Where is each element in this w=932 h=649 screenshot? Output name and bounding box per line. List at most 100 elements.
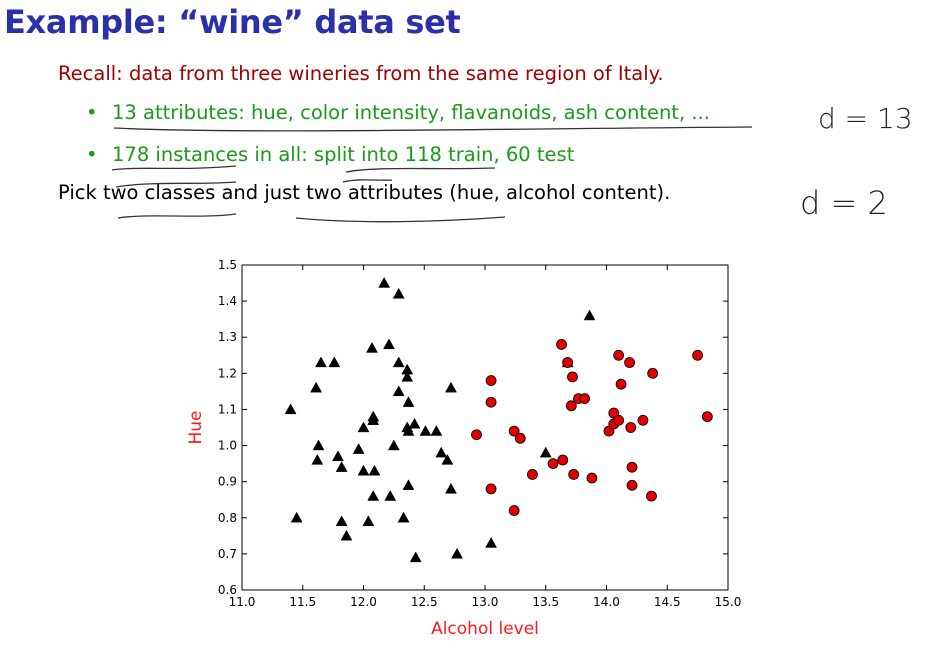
data-point-circle — [514, 432, 526, 444]
bullet-instances-text: 178 instances in all: split into 118 tra… — [112, 143, 575, 166]
data-point-triangle — [367, 490, 380, 501]
data-point-circle — [562, 357, 574, 368]
plot-frame — [241, 264, 729, 591]
data-point-circle — [471, 429, 482, 441]
data-point-triangle — [311, 453, 324, 465]
recall-text: Recall: data from three wineries from th… — [58, 62, 664, 85]
y-tick-label: 1.4 — [218, 294, 237, 308]
data-point-circle — [647, 367, 659, 379]
data-point-triangle — [408, 417, 421, 429]
data-point-triangle — [401, 370, 414, 382]
data-point-circle — [556, 339, 567, 350]
data-point-triangle — [387, 439, 400, 451]
data-point-triangle — [402, 479, 415, 490]
bullet-attributes-text: 13 attributes: hue, color intensity, fla… — [112, 101, 710, 124]
data-point-circle — [557, 454, 569, 466]
x-tick-label: 11.0 — [229, 595, 256, 609]
data-point-circle — [615, 378, 627, 390]
data-point-triangle — [430, 425, 443, 436]
data-point-circle — [547, 458, 559, 470]
x-tick-label: 13.5 — [532, 595, 559, 609]
data-point-triangle — [392, 385, 405, 397]
data-point-triangle — [362, 515, 375, 527]
x-tick-label: 15.0 — [715, 595, 742, 609]
data-point-circle — [613, 414, 625, 426]
data-point-triangle — [392, 356, 405, 368]
data-point-triangle — [352, 443, 365, 454]
data-point-triangle — [485, 537, 497, 548]
data-point-circle — [624, 357, 635, 368]
data-point-circle — [579, 393, 591, 405]
data-point-triangle — [284, 403, 297, 415]
data-point-triangle — [378, 277, 391, 288]
data-point-triangle — [328, 356, 341, 368]
data-point-triangle — [441, 453, 454, 465]
data-point-triangle — [357, 464, 370, 476]
y-tick-label: 1.2 — [218, 366, 237, 380]
data-point-triangle — [435, 446, 448, 458]
data-point-triangle — [312, 439, 325, 451]
data-point-triangle — [332, 450, 344, 462]
data-point-triangle — [392, 287, 405, 299]
data-point-circle — [626, 461, 638, 473]
data-point-triangle — [340, 529, 353, 541]
data-point-triangle — [357, 421, 370, 433]
handwritten-d2: d = 2 — [800, 184, 888, 222]
y-tick-label: 1.3 — [218, 330, 237, 344]
bullet-attributes: • 13 attributes: hue, color intensity, fl… — [86, 101, 710, 124]
bullet-instances: • 178 instances in all: split into 118 tr… — [86, 143, 574, 166]
data-point-circle — [485, 483, 497, 495]
x-tick-label: 13.0 — [472, 595, 499, 609]
data-point-circle — [625, 422, 637, 433]
x-tick-label: 14.5 — [654, 595, 681, 609]
data-point-circle — [565, 400, 577, 412]
y-tick-label: 0.7 — [218, 547, 237, 561]
data-point-circle — [692, 349, 704, 361]
data-point-circle — [485, 375, 497, 386]
data-point-triangle — [335, 515, 348, 527]
data-point-triangle — [445, 482, 457, 494]
data-point-circle — [508, 505, 520, 516]
data-point-circle — [637, 414, 649, 426]
data-point-circle — [508, 425, 520, 437]
x-tick-label: 11.5 — [289, 595, 316, 609]
handwritten-d13: d = 13 — [818, 102, 913, 135]
data-point-triangle — [368, 464, 381, 476]
bullet-dot: • — [86, 101, 98, 124]
x-tick-label: 12.5 — [411, 595, 438, 609]
data-point-triangle — [383, 338, 395, 350]
y-tick-label: 0.9 — [218, 475, 237, 489]
data-point-triangle — [384, 490, 397, 501]
data-point-circle — [646, 490, 657, 502]
data-point-circle — [586, 472, 598, 484]
data-point-circle — [568, 469, 580, 480]
data-point-triangle — [402, 396, 415, 407]
data-point-triangle — [583, 309, 596, 321]
data-point-triangle — [445, 381, 457, 393]
data-point-circle — [485, 396, 497, 408]
data-point-triangle — [402, 425, 415, 436]
data-point-triangle — [366, 342, 378, 353]
data-point-circle — [567, 371, 578, 383]
y-axis-label: Hue — [186, 410, 206, 444]
data-point-triangle — [397, 511, 410, 523]
x-axis-label: Alcohol level — [431, 619, 539, 639]
data-point-triangle — [335, 461, 348, 472]
y-tick-label: 1.5 — [218, 258, 237, 272]
data-point-triangle — [315, 356, 327, 368]
data-point-triangle — [310, 381, 323, 393]
data-point-triangle — [419, 425, 432, 436]
data-point-triangle — [367, 414, 380, 425]
data-point-triangle — [409, 551, 422, 563]
bullet-dot: • — [86, 143, 98, 166]
data-point-triangle — [290, 511, 303, 523]
y-tick-label: 1.0 — [218, 439, 237, 453]
slide-title: Example: “wine” data set — [4, 3, 461, 41]
data-point-triangle — [539, 446, 552, 458]
data-point-circle — [701, 411, 713, 423]
y-tick-label: 1.1 — [218, 402, 237, 416]
x-tick-label: 14.0 — [593, 595, 620, 609]
x-tick-label: 12.0 — [350, 595, 377, 609]
y-tick-label: 0.8 — [218, 511, 237, 525]
